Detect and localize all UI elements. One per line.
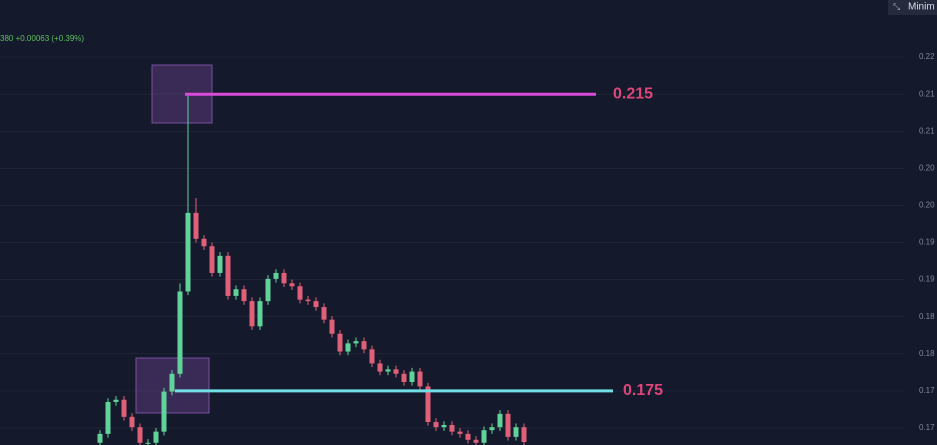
candle-body: [209, 246, 215, 273]
candle-body: [297, 286, 303, 300]
candle-body: [361, 341, 367, 350]
candle-body: [217, 255, 223, 273]
y-tick-label: 0.22: [919, 52, 935, 61]
candle-body: [513, 427, 519, 437]
candle-body: [201, 238, 207, 247]
candle-body: [465, 433, 471, 440]
candle-body: [377, 363, 383, 372]
candle-body: [113, 399, 119, 402]
candle-body: [121, 399, 127, 417]
minimize-button[interactable]: [888, 0, 937, 15]
candle-body: [321, 307, 327, 320]
candle-body: [105, 401, 111, 434]
candle-body: [193, 212, 199, 239]
candle-body: [177, 291, 183, 374]
level-label: 0.215: [613, 85, 653, 102]
candle-body: [185, 212, 191, 292]
candle-body: [489, 427, 495, 431]
candle-body: [169, 373, 175, 392]
candle-body: [265, 278, 271, 302]
header-text: 380 +0.00063 (+0.39%): [0, 34, 84, 43]
candle-body: [313, 301, 319, 308]
candle-body: [305, 299, 311, 302]
candle-body: [225, 255, 231, 296]
candle-body: [505, 413, 511, 437]
candle-body: [401, 373, 407, 382]
level-label: 0.175: [623, 382, 663, 399]
candle-body: [353, 341, 359, 344]
candle-body: [129, 416, 135, 428]
candle-body: [337, 333, 343, 352]
y-tick-label: 0.19: [919, 275, 935, 284]
candle-body: [425, 386, 431, 423]
candle-body: [161, 391, 167, 432]
candle-body: [441, 424, 447, 428]
candle-body: [329, 319, 335, 334]
candle-body: [433, 422, 439, 428]
candle-body: [393, 369, 399, 374]
candle-body: [233, 289, 239, 296]
y-tick-label: 0.18: [919, 312, 935, 321]
y-tick-label: 0.17: [919, 423, 935, 432]
y-tick-label: 0.20: [919, 201, 935, 210]
candle-body: [289, 283, 295, 287]
candle-body: [153, 431, 159, 443]
y-tick-label: 0.20: [919, 163, 935, 172]
candle-body: [497, 413, 503, 428]
candle-body: [241, 289, 247, 302]
candle-body: [449, 424, 455, 432]
y-tick-label: 0.21: [919, 89, 935, 98]
y-tick-label: 0.21: [919, 126, 935, 135]
y-tick-label: 0.17: [919, 386, 935, 395]
candle-body: [385, 369, 391, 372]
candle-body: [345, 343, 351, 352]
minimize-icon: ⤡: [893, 1, 900, 11]
candle-body: [473, 439, 479, 443]
candle-body: [145, 442, 151, 444]
candle-body: [457, 431, 463, 434]
candle-body: [409, 371, 415, 382]
y-tick-label: 0.19: [919, 238, 935, 247]
candle-body: [273, 272, 279, 279]
candle-body: [481, 430, 487, 443]
minimize-label[interactable]: Minim: [908, 2, 935, 13]
candle-body: [369, 349, 375, 364]
candle-body: [97, 433, 103, 443]
y-tick-label: 0.18: [919, 349, 935, 358]
candle-body: [257, 301, 263, 327]
candle-body: [249, 301, 255, 327]
candle-body: [281, 272, 287, 284]
candle-body: [137, 427, 143, 443]
candle-body: [417, 371, 423, 387]
candle-body: [521, 427, 527, 443]
